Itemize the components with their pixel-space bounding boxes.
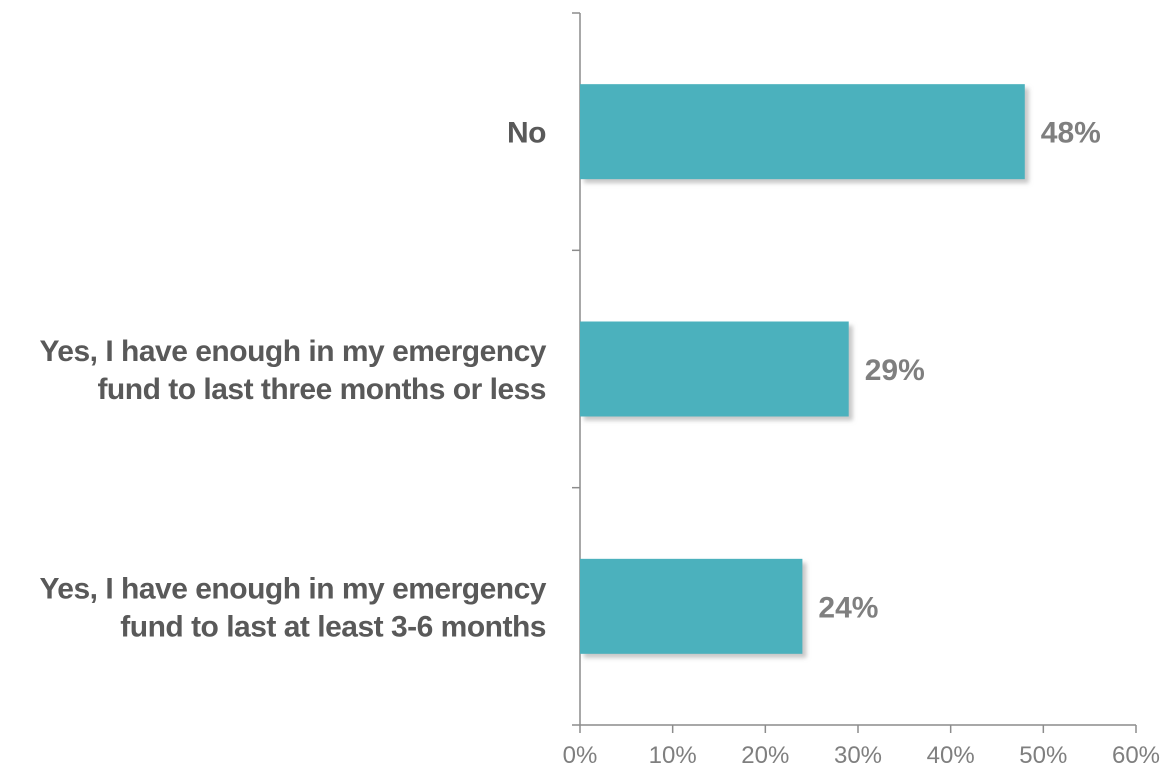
category-label-line: No — [507, 117, 546, 150]
category-label: Yes, I have enough in my emergency fund t… — [39, 572, 546, 643]
bars — [580, 84, 1025, 654]
x-tick-label: 20% — [741, 742, 789, 769]
bar — [580, 84, 1025, 180]
data-label: 24% — [818, 591, 878, 624]
data-label: 48% — [1041, 117, 1101, 150]
x-tick-label: 50% — [1019, 742, 1067, 769]
x-tick-label: 30% — [834, 742, 882, 769]
data-label: 29% — [865, 354, 925, 387]
x-tick-label: 0% — [563, 742, 598, 769]
category-label: No — [507, 117, 546, 150]
category-label-line: Yes, I have enough in my emergency — [39, 572, 546, 605]
x-tick-label: 10% — [649, 742, 697, 769]
category-label-line: fund to last at least 3-6 months — [120, 610, 546, 643]
category-label: Yes, I have enough in my emergency fund t… — [39, 335, 546, 406]
category-label-line: Yes, I have enough in my emergency — [39, 335, 546, 368]
bar — [580, 321, 849, 417]
category-label-line: fund to last three months or less — [97, 373, 546, 406]
x-tick-label: 60% — [1112, 742, 1160, 769]
x-tick-label: 40% — [927, 742, 975, 769]
bar — [580, 558, 803, 654]
labels: 0% 10% 20% 30% 40% 50% 60% 48% No 29% Yes, I have … — [39, 117, 1160, 769]
